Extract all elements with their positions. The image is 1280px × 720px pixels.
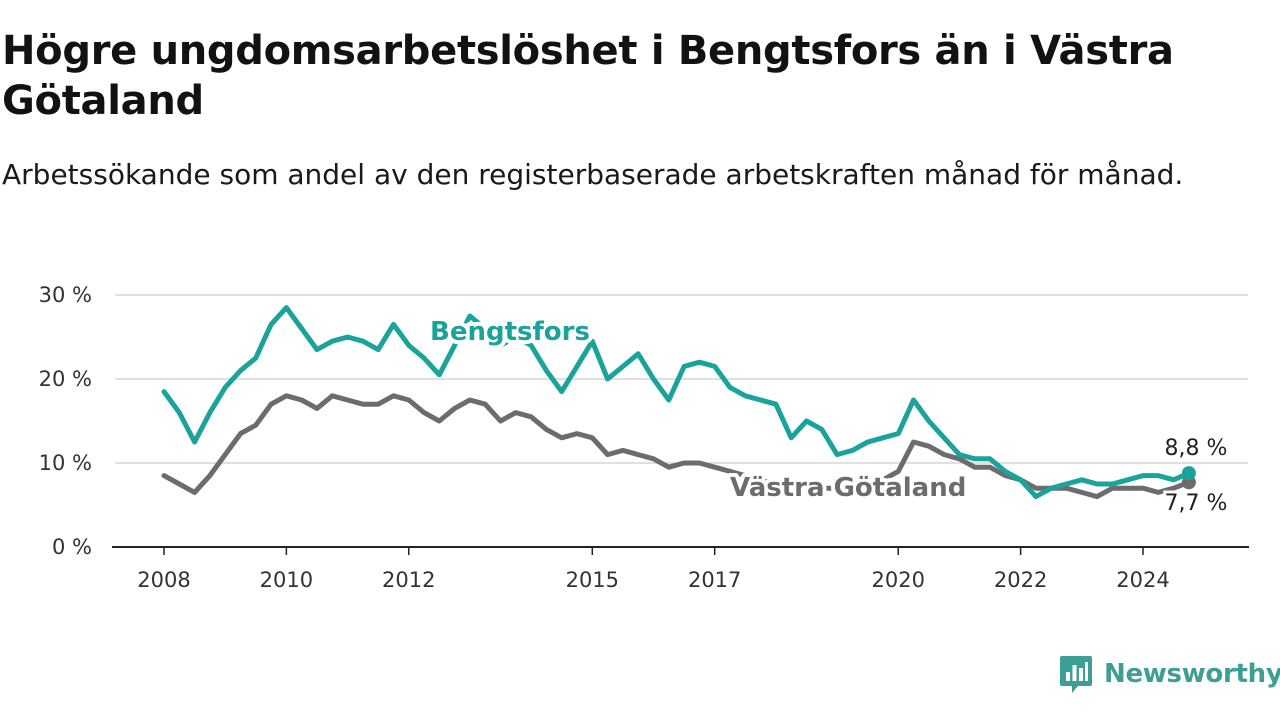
chart-subtitle: Arbetssökande som andel av den registerb…	[2, 158, 1184, 191]
series-labels: Bengtsfors Västra Götaland 8,8 % 7,7 %	[426, 313, 1230, 519]
x-axis: 2008 2010 2012 2015 2017 2020 2022 2024	[137, 547, 1170, 592]
y-tick-label: 0 %	[52, 535, 92, 559]
series-line-bengtsfors	[161, 305, 1192, 500]
x-tick-label: 2024	[1116, 568, 1169, 592]
x-tick-label: 2017	[688, 568, 741, 592]
y-tick-label: 10 %	[39, 451, 92, 475]
y-axis: 0 % 10 % 20 % 30 %	[39, 283, 92, 559]
x-tick-label: 2015	[566, 568, 619, 592]
series-end-point	[1181, 466, 1196, 481]
x-tick-label: 2022	[994, 568, 1047, 592]
line-chart: 0 % 10 % 20 % 30 % 2008 2010 2012 2015 2017 2020…	[39, 283, 1249, 592]
y-tick-label: 20 %	[39, 367, 92, 391]
x-tick-label: 2020	[872, 568, 925, 592]
x-tick-label: 2008	[137, 568, 190, 592]
series-lines	[161, 305, 1196, 500]
end-label-vastra-gotaland: 7,7 %	[1165, 491, 1228, 516]
newsworthy-logo: Newsworthy	[1058, 652, 1280, 696]
gridlines	[115, 294, 1248, 464]
chart-title: Högre ungdomsarbetslöshet i Bengtsfors ä…	[2, 28, 1174, 124]
newsworthy-chart-icon	[1060, 656, 1092, 693]
brand-name: Newsworthy	[1104, 659, 1280, 689]
y-tick-label: 30 %	[39, 283, 92, 307]
end-label-bengtsfors: 8,8 %	[1165, 436, 1228, 461]
x-tick-label: 2010	[260, 568, 313, 592]
series-label-bengtsfors: Bengtsfors	[430, 317, 590, 347]
series-line-vastra-gotaland	[161, 393, 1192, 500]
x-tick-label: 2012	[382, 568, 435, 592]
series-label-vastra-gotaland: Västra Götaland	[730, 473, 966, 503]
